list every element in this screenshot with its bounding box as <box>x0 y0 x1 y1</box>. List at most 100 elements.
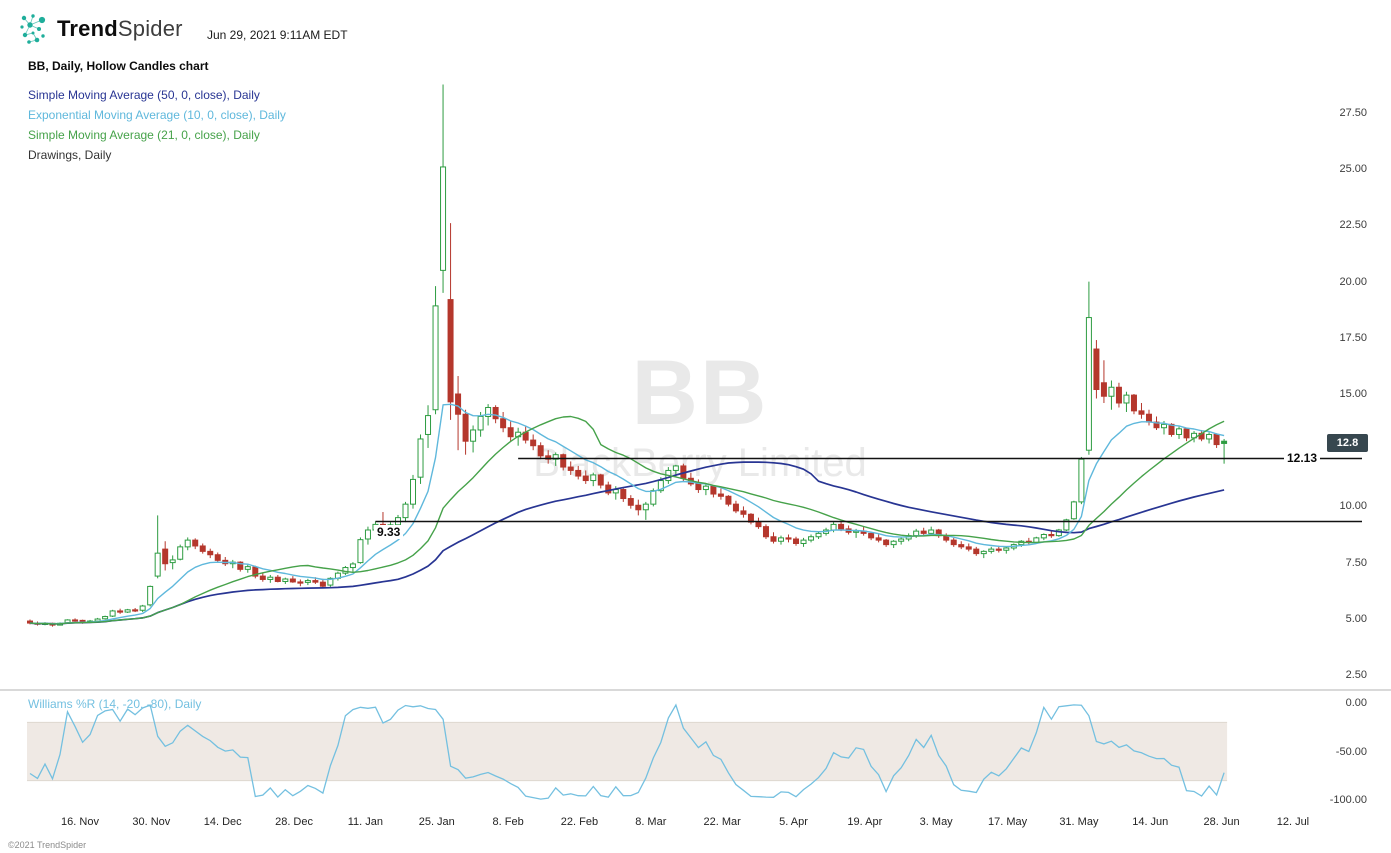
candle <box>672 465 679 471</box>
candle <box>289 578 296 583</box>
candle <box>1063 519 1070 531</box>
date-axis-tick: 22. Feb <box>560 816 599 828</box>
candle <box>425 415 432 435</box>
candle <box>740 510 747 515</box>
candle <box>507 427 514 438</box>
candle <box>447 299 454 403</box>
candle <box>1048 534 1055 537</box>
drawing-level-label[interactable]: 9.33 <box>374 525 404 540</box>
candle <box>470 429 477 442</box>
candle <box>214 554 221 561</box>
candle <box>162 548 169 565</box>
candle <box>267 576 274 580</box>
candle <box>635 504 642 511</box>
candle <box>980 550 987 555</box>
candle <box>455 393 462 415</box>
candle <box>1100 382 1107 397</box>
legend-item[interactable]: Drawings, Daily <box>28 148 112 162</box>
candle <box>274 576 281 582</box>
candle <box>973 548 980 555</box>
price-axis-tick: 27.50 <box>1339 107 1367 119</box>
price-axis-tick: 20.00 <box>1339 275 1367 288</box>
candle <box>770 536 777 542</box>
last-price-tag: 12.8 <box>1327 434 1368 453</box>
candle <box>357 539 364 564</box>
candle <box>1093 348 1100 391</box>
williams-r-axis[interactable]: 0.00 -50.00 -100.00 <box>1320 690 1367 810</box>
candle <box>710 485 717 495</box>
candle <box>237 561 244 570</box>
drawing-level-label[interactable]: 12.13 <box>1284 450 1321 465</box>
candle <box>417 438 424 478</box>
price-axis-tick: 2.50 <box>1345 669 1367 681</box>
candle <box>184 539 191 548</box>
date-axis-tick: 14. Jun <box>1132 816 1169 828</box>
candle <box>793 538 800 544</box>
candle <box>154 552 161 577</box>
candle <box>312 580 319 583</box>
indicator-axis-tick: -50.00 <box>1335 745 1367 758</box>
candle <box>620 489 627 500</box>
legend-item[interactable]: Simple Moving Average (21, 0, close), Da… <box>28 128 260 142</box>
date-axis-tick: 31. May <box>1059 816 1099 828</box>
williams-r-label[interactable]: Williams %R (14, -20, -80), Daily <box>28 697 202 711</box>
candle <box>1085 317 1092 451</box>
candle <box>898 538 905 542</box>
legend-item[interactable]: Exponential Moving Average (10, 0, close… <box>28 108 286 122</box>
candle <box>342 567 349 574</box>
candle <box>259 575 266 580</box>
price-axis-tick: 10.00 <box>1339 500 1367 513</box>
price-axis[interactable]: 27.50 25.00 22.50 20.00 17.50 15.00 10.00 7.50 5… <box>1320 55 1367 690</box>
candle <box>883 539 890 546</box>
candle <box>650 490 657 505</box>
watermark-company-name: BlackBerry Limited <box>533 441 867 485</box>
candle <box>913 530 920 537</box>
candle <box>169 559 176 564</box>
candle <box>778 537 784 542</box>
watermark: BB BlackBerry Limited <box>470 342 930 486</box>
candle <box>1213 433 1220 446</box>
candle <box>462 413 469 442</box>
candle <box>1168 423 1175 435</box>
candle <box>800 539 807 544</box>
candle <box>27 620 33 624</box>
candle <box>695 483 702 491</box>
candle <box>192 539 199 547</box>
watermark-symbol: BB <box>631 342 769 444</box>
sma-50-line <box>29 461 1225 625</box>
candle <box>364 529 371 540</box>
price-axis-tick: 22.50 <box>1339 219 1367 232</box>
candle <box>1078 458 1085 503</box>
candle <box>500 418 507 429</box>
chart-timestamp: Jun 29, 2021 9:11AM EDT <box>207 28 348 42</box>
candle <box>1055 529 1062 537</box>
chart-title: BB, Daily, Hollow Candles chart <box>28 59 209 73</box>
candle <box>410 478 417 505</box>
candle <box>657 480 664 492</box>
candle <box>995 548 1002 551</box>
date-axis-tick: 25. Jan <box>418 816 455 828</box>
candle <box>124 609 131 613</box>
time-axis[interactable]: 16. Nov 30. Nov 14. Dec 28. Dec 11. Jan 25. J… <box>0 808 1391 834</box>
trendspider-logo[interactable]: TrendSpider <box>18 12 183 46</box>
candle <box>492 406 499 420</box>
date-axis-tick: 28. Jun <box>1203 816 1240 828</box>
candle <box>102 616 109 620</box>
candle <box>1138 410 1145 415</box>
candle <box>1221 440 1228 444</box>
candle <box>297 581 304 584</box>
candle <box>1115 386 1122 404</box>
candle <box>1161 423 1168 429</box>
candle <box>79 619 86 623</box>
candle <box>1123 394 1130 404</box>
copyright-notice: ©2021 TrendSpider <box>8 840 87 850</box>
candle <box>117 610 124 613</box>
candle <box>477 415 484 431</box>
candle <box>440 166 447 271</box>
date-axis-tick: 16. Nov <box>61 816 99 828</box>
candle <box>838 523 845 530</box>
candle <box>642 503 649 511</box>
candle <box>928 529 935 534</box>
legend-item[interactable]: Simple Moving Average (50, 0, close), Da… <box>28 88 260 102</box>
